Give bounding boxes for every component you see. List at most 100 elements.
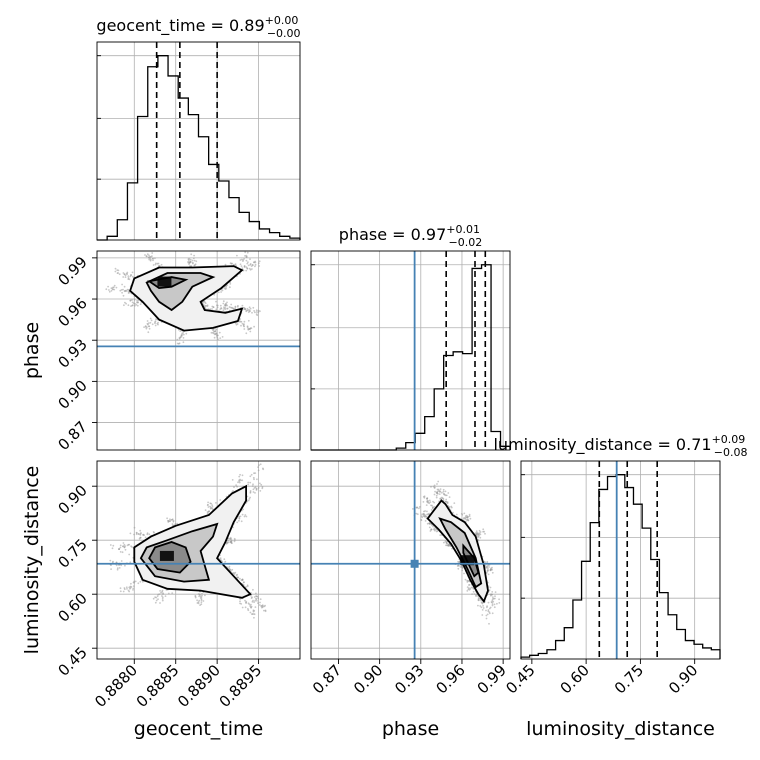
title-plus-geocent_time: +0.00: [265, 14, 299, 27]
sample-point: [221, 289, 224, 292]
sample-point: [441, 496, 443, 499]
sample-point: [238, 475, 241, 478]
sample-point: [486, 613, 489, 616]
sample-point: [169, 518, 171, 521]
sample-point: [433, 501, 436, 504]
sample-point: [190, 253, 193, 256]
sample-point: [487, 601, 490, 604]
sample-point: [249, 481, 252, 484]
sample-point: [415, 506, 418, 509]
sample-point: [247, 264, 250, 267]
sample-point: [489, 606, 492, 609]
sample-point: [119, 544, 122, 547]
sample-point: [491, 612, 494, 615]
sample-point: [157, 262, 160, 265]
sample-point: [445, 500, 448, 503]
sample-point: [149, 321, 152, 324]
sample-point: [249, 491, 252, 493]
sample-point: [452, 511, 454, 514]
sample-point: [148, 254, 150, 257]
sample-point: [245, 332, 248, 335]
sample-point: [216, 306, 219, 309]
sample-point: [223, 306, 225, 308]
sample-point: [247, 499, 250, 502]
sample-point: [129, 561, 132, 564]
sample-point: [243, 325, 246, 328]
labels-layer: geocent_time = 0.89+0.00 −0.00 phase = 0.9…: [21, 14, 748, 740]
sample-point: [242, 581, 245, 584]
sample-point: [422, 501, 425, 503]
sample-point: [244, 308, 247, 310]
sample-point: [147, 331, 150, 334]
sample-point: [167, 592, 170, 595]
sample-point: [249, 330, 252, 333]
sample-point: [211, 505, 214, 508]
sample-point: [110, 289, 113, 292]
sample-point: [139, 580, 142, 583]
sample-point: [115, 564, 118, 567]
sample-point: [259, 310, 261, 313]
sample-point: [200, 596, 203, 599]
sample-point: [144, 536, 147, 539]
sample-point: [208, 510, 211, 513]
sample-point: [133, 526, 136, 529]
sample-point: [494, 591, 497, 593]
xaxis-label-geocent_time: geocent_time: [134, 718, 263, 740]
sample-point: [473, 593, 476, 595]
sample-point: [427, 513, 430, 515]
sample-point: [254, 606, 257, 608]
sample-point: [143, 326, 146, 328]
contour-geocent_time-phase-1: [145, 272, 216, 312]
sample-point: [468, 515, 471, 518]
sample-point: [259, 463, 262, 466]
sample-point: [176, 338, 179, 341]
sample-point: [432, 485, 435, 488]
sample-point: [160, 263, 163, 266]
sample-point: [125, 586, 128, 589]
xtick-label-geocent_time-1: 0.8885: [133, 661, 183, 711]
sample-point: [254, 311, 256, 314]
sample-point: [496, 602, 498, 605]
sample-point: [125, 302, 127, 305]
sample-point: [254, 265, 256, 268]
sample-point: [219, 304, 222, 307]
sample-point: [133, 298, 136, 301]
sample-point: [255, 309, 258, 312]
sample-point: [124, 545, 127, 547]
sample-point: [216, 304, 218, 307]
sample-point: [179, 330, 182, 332]
sample-point: [240, 320, 243, 323]
xtick-label-luminosity_distance-3: 0.90: [665, 661, 701, 697]
sample-point: [246, 262, 249, 265]
sample-point: [418, 507, 420, 510]
sample-point: [451, 547, 453, 550]
sample-point: [112, 560, 114, 563]
sample-point: [260, 605, 263, 607]
sample-point: [216, 334, 219, 337]
sample-point: [137, 299, 140, 302]
sample-point: [155, 599, 158, 602]
sample-point: [254, 599, 257, 602]
sample-point: [251, 485, 254, 487]
sample-point: [137, 301, 139, 304]
sample-point: [162, 592, 165, 595]
sample-point: [239, 598, 242, 600]
sample-point: [147, 323, 149, 326]
sample-point: [446, 502, 449, 505]
sample-point: [209, 505, 211, 508]
sample-point: [135, 533, 138, 536]
sample-point: [487, 564, 490, 567]
sample-point: [226, 307, 229, 310]
sample-point: [115, 561, 118, 564]
sample-point: [146, 320, 149, 322]
sample-point: [445, 498, 448, 501]
panel-title-luminosity_distance: luminosity_distance = 0.71+0.09 −0.08: [493, 433, 747, 459]
contour-geocent_time-luminosity_distance-2: [148, 541, 192, 574]
sample-point: [118, 548, 120, 550]
sample-point: [253, 310, 256, 312]
sample-point: [252, 476, 255, 479]
sample-point: [119, 590, 122, 593]
sample-point: [430, 486, 432, 488]
sample-point: [460, 566, 463, 569]
sample-point: [445, 541, 448, 544]
